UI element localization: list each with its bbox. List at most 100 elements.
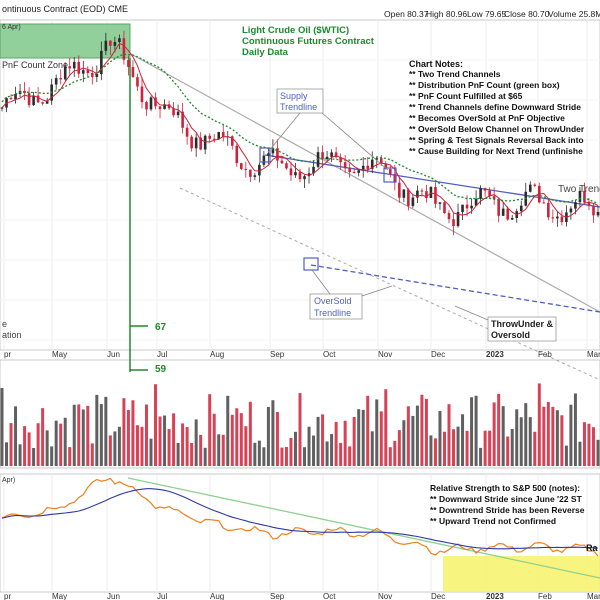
candle-body: [425, 191, 428, 199]
rs-note-3: ** Upward Trend not Confirmed: [430, 516, 556, 526]
candle-body: [127, 59, 130, 68]
candle-body: [434, 186, 437, 204]
candle-body: [361, 165, 365, 171]
candle-body: [280, 160, 284, 164]
volume-bar: [492, 402, 496, 466]
candle-body: [556, 216, 559, 219]
supply-marker-2: [383, 167, 397, 183]
candle-body: [140, 86, 144, 103]
volume-bar: [573, 393, 577, 466]
volume-bar: [81, 409, 85, 466]
volume-bar: [515, 409, 519, 466]
range-fragment: Ra: [586, 543, 598, 553]
chart-notes: Chart Notes: ** Two Trend Channels ** Di…: [409, 59, 585, 156]
top-left-stub: 6 Apr): [2, 24, 21, 31]
rs-trendline: [127, 477, 600, 579]
rs-x-axis-label: Oct: [323, 592, 336, 600]
volume-bar: [388, 447, 392, 466]
volume-bar: [569, 404, 573, 466]
volume-bar: [442, 431, 446, 466]
volume-bar: [27, 432, 31, 466]
candle-body: [258, 164, 261, 176]
candle-body: [587, 202, 591, 207]
volume-bar: [253, 442, 257, 466]
rs-x-axis-label: May: [52, 592, 67, 600]
volume-bar: [284, 447, 288, 466]
chart-header-title: ontinuous Contract (EOD) CME: [2, 4, 128, 14]
volume-bar: [131, 400, 135, 466]
candle-body: [235, 145, 239, 164]
header-close: Close 80.70: [504, 9, 550, 19]
volume-bar: [465, 430, 469, 466]
candle-body: [158, 106, 162, 110]
volume-bar: [176, 442, 180, 466]
candle-body: [465, 204, 469, 209]
candle-body: [411, 197, 415, 206]
header-open: Open 80.37: [384, 9, 429, 19]
candle-body: [131, 67, 135, 78]
oversold-label-1: OverSold: [314, 296, 352, 306]
candle-body: [104, 40, 108, 51]
volume-bar: [86, 405, 90, 466]
volume-bar: [524, 403, 528, 466]
x-axis-label: pr: [4, 350, 11, 359]
rs-panel-frame: [0, 473, 600, 593]
candle-body: [569, 208, 573, 213]
volume-bar: [483, 430, 487, 466]
candle-body: [244, 168, 248, 170]
candle-body: [285, 163, 288, 169]
volume-bar: [275, 412, 279, 466]
volume-bar: [149, 438, 153, 466]
candle-body: [542, 202, 546, 204]
x-axis-label: Jul: [157, 350, 167, 359]
rs-x-axis-label: Jul: [157, 592, 167, 600]
volume-bar: [271, 400, 275, 466]
candle-body: [398, 182, 401, 198]
volume-bar: [528, 417, 532, 466]
candle-body: [113, 41, 117, 46]
x-axis-label: Aug: [210, 350, 224, 359]
candle-body: [366, 165, 370, 169]
candle-body: [45, 100, 49, 104]
volume-bar: [226, 395, 230, 466]
candle-body: [294, 172, 297, 176]
candle-body: [249, 169, 252, 177]
candle-body: [289, 168, 293, 176]
volume-bar: [438, 410, 442, 466]
volume-bar: [501, 406, 505, 466]
volume-bar: [393, 440, 397, 466]
volume-bar: [230, 414, 234, 466]
x-axis-label: May: [52, 350, 67, 359]
candle-body: [253, 175, 257, 177]
volume-bar: [108, 435, 112, 466]
candle-body: [596, 211, 600, 216]
candle-body: [592, 206, 595, 216]
volume-bar: [163, 415, 167, 466]
left-fragment-2: ation: [2, 330, 22, 340]
candle-body: [321, 152, 324, 160]
volume-bar: [402, 420, 406, 466]
heading-line-3: Daily Data: [242, 47, 289, 58]
candle-body: [330, 152, 333, 157]
supply-label-1: Supply: [280, 91, 308, 101]
oversold-trendline-callout: OverSold Trendline: [309, 269, 393, 320]
candle-body: [352, 171, 356, 173]
panel-frames: [0, 19, 600, 593]
note-5: ** Becomes OverSold at PnF Objective: [409, 113, 565, 123]
note-3: ** PnF Count Fulfilled at $65: [409, 91, 523, 101]
relative-strength-line: [1, 477, 599, 557]
volume-bar: [488, 430, 492, 466]
candle-body: [470, 205, 473, 209]
volume-bar: [135, 425, 139, 466]
volume-bar: [357, 409, 361, 466]
volume-bar: [519, 417, 523, 466]
candle-body: [9, 98, 13, 100]
supply-marker-1: [259, 147, 271, 163]
candle-body: [208, 135, 211, 139]
candle-body: [230, 136, 234, 146]
volume-bar: [199, 434, 203, 466]
volume-bar: [429, 435, 433, 466]
volume-bar: [497, 393, 501, 466]
volume-bar: [280, 447, 284, 466]
volume-bar: [0, 387, 4, 466]
